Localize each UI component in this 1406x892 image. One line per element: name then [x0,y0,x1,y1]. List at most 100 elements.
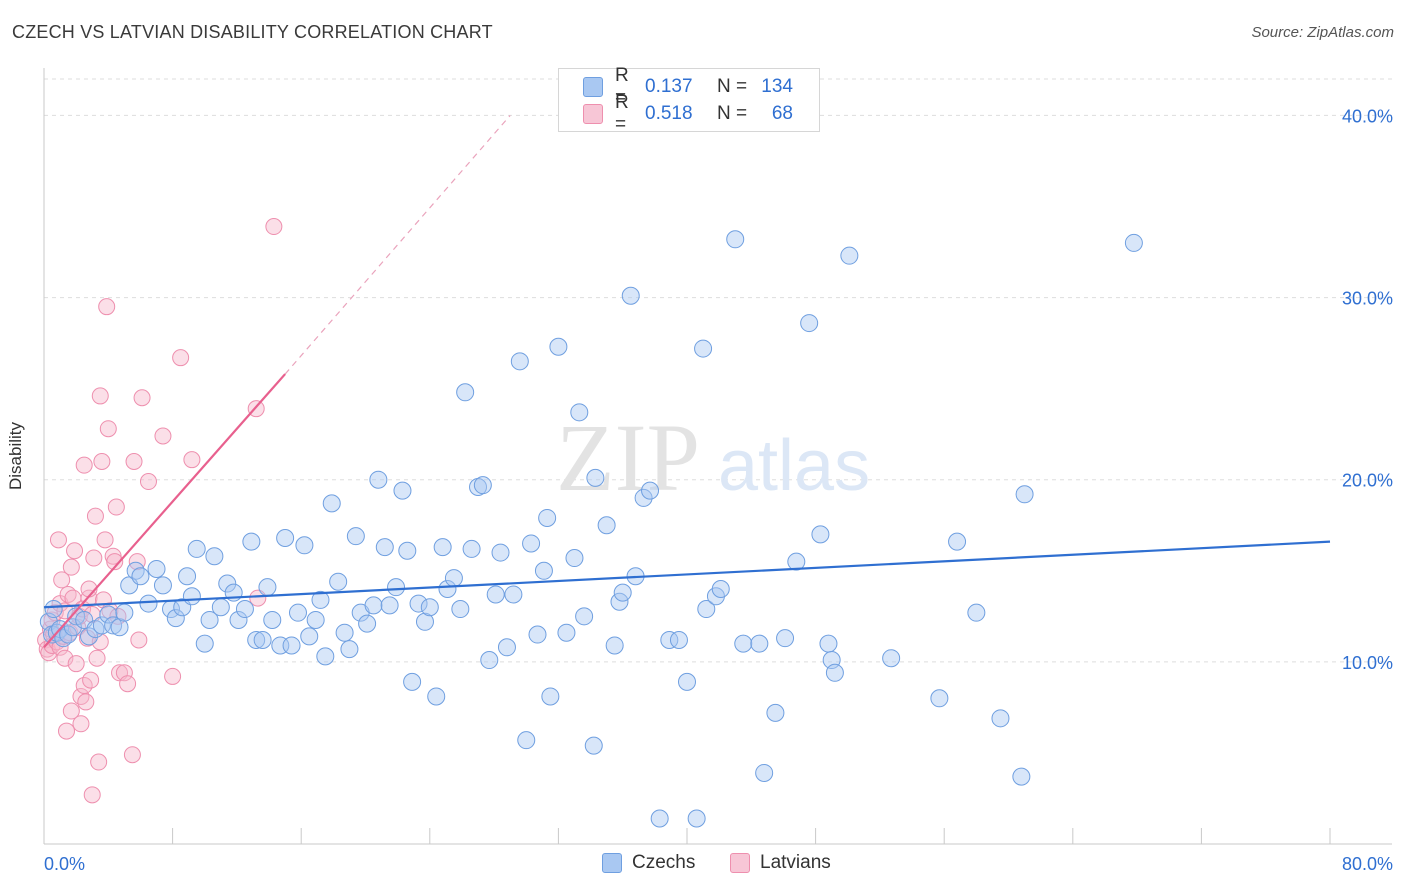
r-label: R = [615,92,629,135]
latvian-point [83,786,101,804]
latvian-swatch [730,853,750,873]
czech-point [288,603,307,622]
czech-point [147,559,166,578]
latvian-point [85,549,103,567]
czech-point [63,618,82,637]
czech-point [605,636,624,655]
latvian-swatch [583,104,603,124]
latvian-point [75,456,93,474]
czech-point [444,569,463,588]
czech-point [182,587,201,606]
czech-point [882,649,901,668]
czech-point [1124,233,1143,252]
czech-point [930,689,949,708]
czech-point [369,470,388,489]
czech-point [263,610,282,629]
czech-point [825,663,844,682]
czech-point [787,552,806,571]
r-label: R = [615,65,629,108]
czech-point [415,612,434,631]
czech-point [433,538,452,557]
czech-point [634,488,653,507]
czech-point [451,600,470,619]
latvian-point [72,687,90,705]
czech-point [393,481,412,500]
latvian-point [99,420,117,438]
n-value: 68 [771,103,793,124]
czech-point [522,534,541,553]
czech-point [247,631,266,649]
axes [43,68,1392,845]
czech-point [967,603,986,622]
czech-swatch [602,853,622,873]
latvian-point [172,349,190,367]
czech-point [322,494,341,513]
czech-point [456,383,475,402]
czech-point [641,481,660,500]
czech-point [375,538,394,557]
n-value: 134 [761,76,793,97]
r-value: 0.137 [645,76,693,97]
czech-point [694,339,713,358]
czech-point [131,567,150,586]
czech-point [409,594,428,613]
x-tick-label: 80.0% [1342,854,1393,874]
legend-item-latvians[interactable]: Latvians [730,852,831,874]
latvian-point [133,389,151,407]
czech-point [211,598,230,617]
latvian-point [53,571,71,589]
latvian-point [107,498,125,516]
latvian-points [37,218,283,804]
czech-point [541,687,560,706]
latvian-point [164,667,182,685]
czech-point [358,614,377,633]
czech-point [387,578,406,597]
latvian-point [125,453,143,470]
czech-swatch [583,77,603,97]
latvian-point [88,649,106,667]
latvian-point [67,655,85,673]
czech-point [687,809,706,828]
czech-point [1015,485,1034,504]
legend-item-czechs[interactable]: Czechs [602,852,695,874]
latvian-point [66,542,84,560]
czech-point [276,529,295,547]
latvian-trend-line [43,373,286,649]
latvian-point [72,715,90,733]
czech-point [584,736,603,755]
czech-point [229,610,248,629]
czech-point [218,574,237,593]
chart-title: CZECH VS LATVIAN DISABILITY CORRELATION … [12,22,493,42]
czech-point [678,672,696,691]
latvian-point [91,387,109,405]
czech-point [948,532,967,551]
czech-point [187,539,206,558]
czech-point [669,631,688,649]
latvian-point [130,631,148,649]
czech-point [200,610,219,629]
czech-point [427,687,446,706]
latvian-point [82,671,100,689]
czech-point [420,598,439,617]
latvian-point [96,531,114,549]
latvian-point [58,722,76,740]
czech-point [316,647,335,666]
czech-point [205,547,224,566]
czech-point [840,246,859,265]
czech-point [510,352,529,371]
czech-point [991,709,1010,728]
czech-point [195,634,214,653]
latvian-point [265,218,283,236]
y-tick-label: 40.0% [1342,106,1393,126]
watermark: ZIP atlas [556,404,870,511]
n-label: N = [717,103,748,124]
czech-point [99,605,118,624]
czech-point [178,567,197,586]
czech-point [697,600,716,619]
czech-point [711,580,730,598]
czech-point [491,543,510,562]
czech-point [166,609,185,628]
czech-point [126,561,145,580]
czech-point [811,525,830,544]
